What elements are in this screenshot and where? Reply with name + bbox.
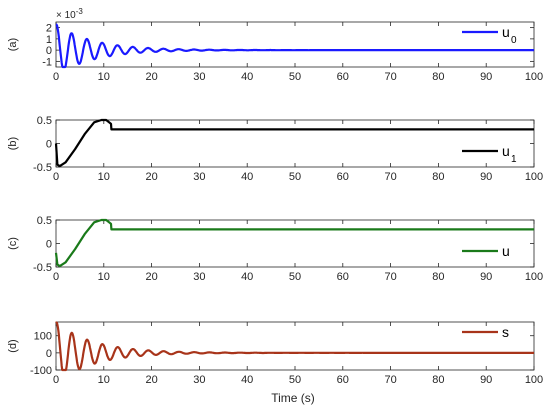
panel-a-y-tick-label: 1 (46, 34, 52, 46)
panel-b-legend-text: u (502, 143, 510, 159)
panel-d-y-tick-label: 0 (46, 348, 52, 360)
panel-c-x-tick-label: 40 (241, 271, 253, 283)
panel-b-y-tick-label: 0 (46, 139, 52, 151)
panel-b-x-tick-label: 10 (98, 171, 110, 183)
panel-d-y-tick-label: -100 (30, 365, 52, 377)
panel-b-x-tick-label: 50 (289, 171, 301, 183)
panel-c-x-tick-label: 80 (432, 271, 444, 283)
x-axis-label: Time (s) (271, 391, 315, 405)
panel-a-x-tick-label: 90 (480, 71, 492, 83)
panel-d-axes-box (55, 321, 535, 371)
panel-d-series-line (55, 321, 535, 372)
panel-a-x-tick-label: 70 (384, 71, 396, 83)
panel-d-x-tick-label: 50 (289, 374, 301, 386)
panel-c-x-tick-label: 20 (145, 271, 157, 283)
panel-b-x-tick-label: 60 (337, 171, 349, 183)
panel-d-x-tick-label: 0 (53, 374, 59, 386)
panel-d-x-tick-label: 60 (337, 374, 349, 386)
panel-a-x-tick-label: 40 (241, 71, 253, 83)
panel-c-x-tick-label: 10 (98, 271, 110, 283)
panel-c-x-tick-label: 60 (337, 271, 349, 283)
panel-c-y-tick-label: 0.5 (37, 215, 52, 227)
panel-a-x-tick-label: 20 (145, 71, 157, 83)
panel-c-y-tick-label: -0.5 (33, 262, 52, 274)
panel-b-x-tick-label: 30 (193, 171, 205, 183)
panel-a-series-line (55, 23, 535, 69)
panel-d-x-tick-label: 10 (98, 374, 110, 386)
panel-b-series-line (54, 118, 534, 168)
panel-c-x-tick-label: 90 (480, 271, 492, 283)
panel-c-y-tick-label: 0 (46, 239, 52, 251)
panel-a-x-tick-label: 50 (289, 71, 301, 83)
panel-d-legend-text: s (502, 324, 509, 340)
panel-a-y-tick-label: -1 (42, 56, 52, 68)
panel-a-legend-subscript: 0 (511, 35, 517, 46)
panel-c-x-tick-label: 50 (289, 271, 301, 283)
panel-a-x-tick-label: 100 (525, 71, 543, 83)
panel-c-legend-text: u (502, 243, 510, 259)
panel-b-x-tick-label: 70 (384, 171, 396, 183)
panel-d-label: (d) (7, 339, 19, 352)
panel-a-x-tick-label: 60 (337, 71, 349, 83)
panel-a-x-tick-label: 10 (98, 71, 110, 83)
panel-d-y-tick-label: 100 (34, 331, 52, 343)
panel-b-x-tick-label: 20 (145, 171, 157, 183)
panel-d-x-tick-label: 80 (432, 374, 444, 386)
panel-a-exponent-label: × 10-3 (56, 7, 83, 21)
panel-b-y-tick-label: -0.5 (33, 162, 52, 174)
panel-d-x-tick-label: 40 (241, 374, 253, 386)
panel-b-legend-subscript: 1 (511, 154, 517, 165)
panel-d-x-tick-label: 20 (145, 374, 157, 386)
panel-a-axes-box (55, 21, 535, 68)
panel-c-series-line (54, 218, 534, 268)
panel-b-x-tick-label: 100 (525, 171, 543, 183)
panel-b-label: (b) (7, 137, 19, 150)
panel-b-x-tick-label: 0 (53, 171, 59, 183)
panel-c-x-tick-label: 0 (53, 271, 59, 283)
panel-b-y-tick-label: 0.5 (37, 115, 52, 127)
panel-c-x-tick-label: 70 (384, 271, 396, 283)
panel-a-x-tick-label: 80 (432, 71, 444, 83)
panel-a-x-tick-label: 30 (193, 71, 205, 83)
panel-d-x-tick-label: 70 (384, 374, 396, 386)
panel-c-label: (c) (7, 237, 19, 250)
panel-c-axes-box (55, 219, 535, 268)
panel-a-label: (a) (7, 38, 19, 51)
panel-b-axes-box (55, 119, 535, 168)
panel-d-x-tick-label: 90 (480, 374, 492, 386)
panel-a-x-tick-label: 0 (53, 71, 59, 83)
panel-d-x-tick-label: 30 (193, 374, 205, 386)
panel-c-x-tick-label: 30 (193, 271, 205, 283)
panel-a-legend-text: u (502, 24, 510, 40)
panel-a-y-tick-label: 2 (46, 23, 52, 35)
panel-a-y-tick-label: 0 (46, 45, 52, 57)
panel-b-x-tick-label: 90 (480, 171, 492, 183)
panel-d-x-tick-label: 100 (525, 374, 543, 386)
panel-b-x-tick-label: 40 (241, 171, 253, 183)
panel-c-x-tick-label: 100 (525, 271, 543, 283)
panel-b-x-tick-label: 80 (432, 171, 444, 183)
